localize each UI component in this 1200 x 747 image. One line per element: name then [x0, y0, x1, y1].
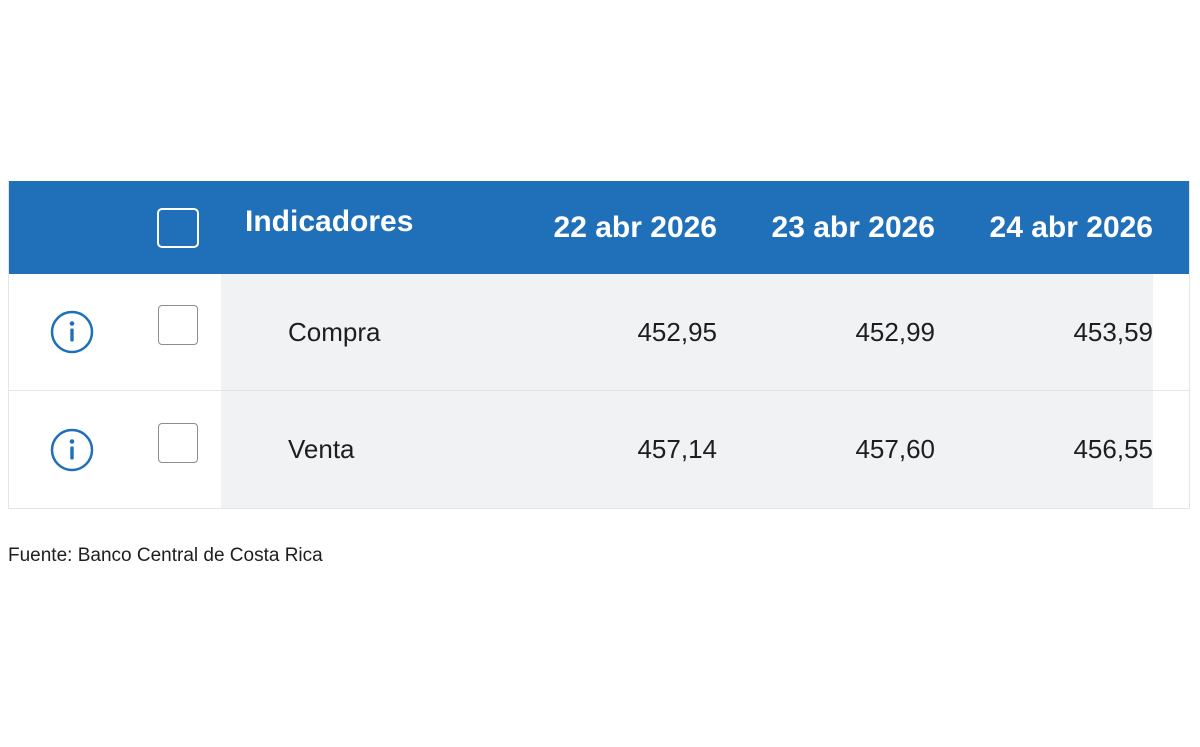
exchange-rate-table: Indicadores 22 abr 2026 23 abr 2026 24 a…	[8, 181, 1190, 509]
header-checkbox-cell	[135, 181, 221, 274]
header-info-cell	[9, 181, 135, 274]
row-checkbox-venta[interactable]	[158, 422, 198, 463]
row-value: 457,14	[499, 391, 717, 508]
table-row: Venta 457,14 457,60 456,55	[9, 391, 1189, 508]
table-row: Compra 452,95 452,99 453,59	[9, 274, 1189, 391]
info-cell	[9, 274, 135, 390]
select-all-checkbox[interactable]	[157, 207, 199, 248]
info-icon[interactable]	[49, 427, 95, 473]
row-label: Compra	[221, 274, 499, 390]
row-label: Venta	[221, 391, 499, 508]
header-date-2[interactable]: 23 abr 2026	[771, 210, 935, 244]
header-indicators[interactable]: Indicadores	[245, 204, 414, 238]
row-value: 453,59	[935, 274, 1153, 390]
row-value: 456,55	[935, 391, 1153, 508]
source-note: Fuente: Banco Central de Costa Rica	[8, 545, 323, 566]
header-date-1[interactable]: 22 abr 2026	[553, 210, 717, 244]
row-value: 452,99	[717, 274, 935, 390]
header-date-3[interactable]: 24 abr 2026	[989, 210, 1153, 244]
checkbox-cell	[135, 274, 221, 390]
info-cell	[9, 391, 135, 508]
checkbox-cell	[135, 391, 221, 508]
row-checkbox-compra[interactable]	[158, 305, 198, 345]
row-value: 452,95	[499, 274, 717, 390]
table-header: Indicadores 22 abr 2026 23 abr 2026 24 a…	[9, 181, 1189, 274]
row-value: 457,60	[717, 391, 935, 508]
info-icon[interactable]	[49, 309, 95, 355]
